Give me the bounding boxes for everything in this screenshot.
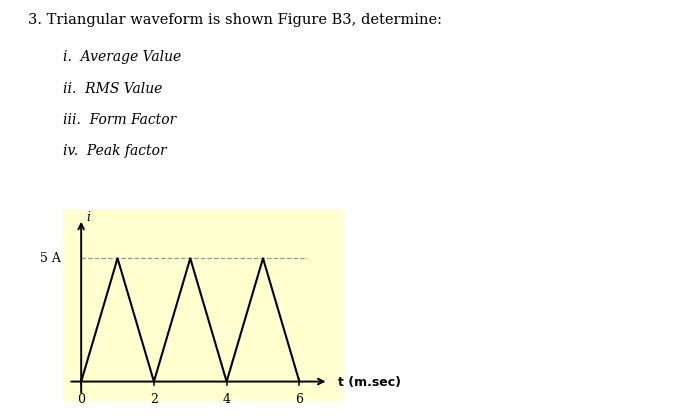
Text: 0: 0 bbox=[77, 393, 85, 405]
Text: iii.  Form Factor: iii. Form Factor bbox=[63, 113, 176, 127]
Text: 6: 6 bbox=[295, 393, 303, 405]
Text: i: i bbox=[87, 211, 90, 224]
Text: 3. Triangular waveform is shown Figure B3, determine:: 3. Triangular waveform is shown Figure B… bbox=[28, 13, 442, 26]
Text: t (m.sec): t (m.sec) bbox=[337, 376, 400, 389]
Text: ii.  RMS Value: ii. RMS Value bbox=[63, 82, 162, 95]
Text: 4: 4 bbox=[223, 393, 230, 405]
Text: iv.  Peak factor: iv. Peak factor bbox=[63, 144, 167, 158]
Text: i.  Average Value: i. Average Value bbox=[63, 50, 181, 64]
Text: 2: 2 bbox=[150, 393, 158, 405]
Text: 5 A: 5 A bbox=[41, 252, 61, 265]
